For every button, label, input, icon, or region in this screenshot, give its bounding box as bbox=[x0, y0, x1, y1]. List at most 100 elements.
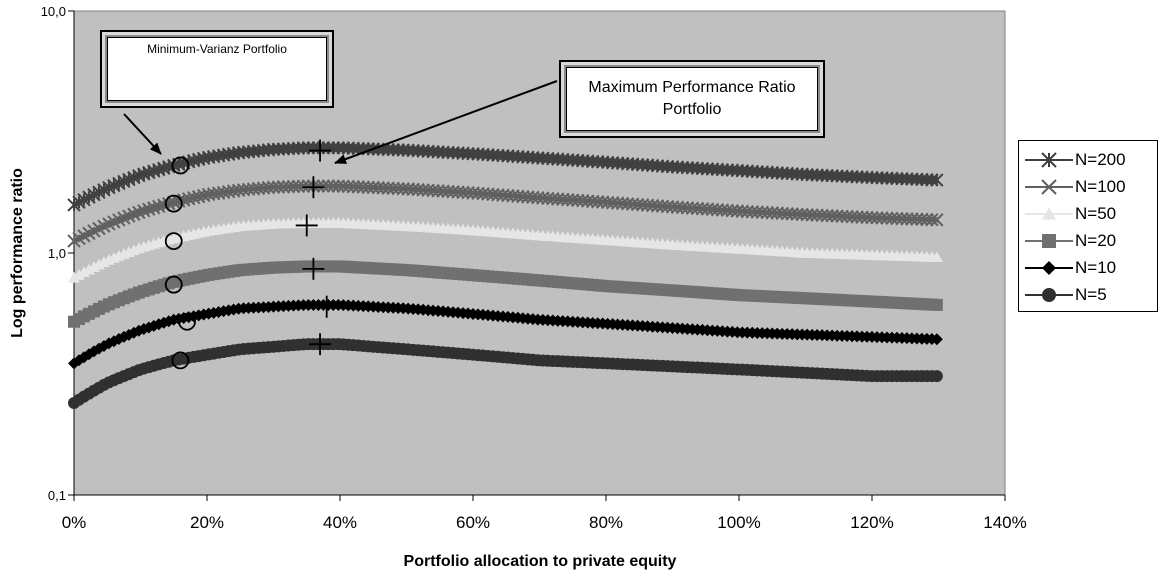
x-tick-label: 20% bbox=[190, 513, 224, 532]
legend-label: N=5 bbox=[1075, 285, 1107, 304]
legend-swatch bbox=[1025, 179, 1073, 195]
data-point bbox=[266, 180, 281, 194]
max-performance-marker bbox=[309, 139, 332, 162]
data-point bbox=[830, 209, 844, 223]
data-point bbox=[930, 298, 943, 311]
data-point bbox=[162, 196, 176, 211]
legend-swatch bbox=[1025, 207, 1073, 220]
max-performance-marker bbox=[309, 333, 332, 356]
data-point bbox=[760, 205, 774, 220]
data-point bbox=[177, 193, 191, 207]
max-performance-marker bbox=[302, 176, 325, 199]
data-point bbox=[386, 181, 400, 196]
data-point bbox=[137, 204, 151, 218]
data-point bbox=[371, 181, 385, 195]
data-point bbox=[286, 179, 301, 194]
data-point bbox=[780, 206, 794, 221]
y-tick-label: 0,1 bbox=[48, 488, 66, 503]
legend-item-N=50: N=50 bbox=[1019, 201, 1157, 227]
data-point bbox=[356, 180, 370, 194]
x-tick-label: 0% bbox=[62, 513, 87, 532]
data-point bbox=[376, 181, 390, 195]
min-variance-marker bbox=[171, 351, 190, 370]
data-point bbox=[835, 209, 849, 224]
data-point bbox=[815, 208, 829, 223]
data-point bbox=[321, 179, 336, 193]
data-point bbox=[910, 212, 924, 226]
annotation-arrows bbox=[123, 80, 558, 164]
annotation-max-performance: Maximum Performance Ratio Portfolio bbox=[559, 60, 825, 138]
max-performance-marker bbox=[302, 257, 325, 280]
data-point bbox=[925, 212, 939, 227]
data-point bbox=[391, 181, 405, 196]
data-point bbox=[341, 179, 356, 194]
data-point bbox=[152, 199, 166, 214]
data-point bbox=[905, 212, 919, 226]
series-N=200 bbox=[67, 141, 944, 212]
data-point bbox=[396, 182, 410, 196]
data-point bbox=[730, 204, 745, 218]
data-point bbox=[172, 194, 186, 208]
legend-swatch bbox=[1025, 152, 1073, 168]
data-point bbox=[336, 179, 351, 193]
legend-swatch bbox=[1025, 234, 1073, 248]
data-point bbox=[167, 195, 181, 210]
special-markers bbox=[164, 139, 338, 370]
x-tick-label: 140% bbox=[983, 513, 1026, 532]
data-point bbox=[346, 179, 361, 194]
data-point bbox=[930, 251, 943, 263]
data-point bbox=[750, 205, 764, 219]
data-point bbox=[890, 211, 904, 226]
data-point bbox=[930, 213, 944, 227]
legend-label: N=100 bbox=[1075, 177, 1126, 196]
legend-label: N=10 bbox=[1075, 258, 1117, 277]
y-tick-label: 10,0 bbox=[41, 4, 66, 19]
min-variance-marker bbox=[178, 312, 196, 331]
legend-label: N=20 bbox=[1075, 231, 1117, 250]
data-point bbox=[855, 210, 869, 224]
series-N=5 bbox=[68, 338, 943, 409]
series-N=10 bbox=[68, 298, 943, 370]
legend-swatch bbox=[1025, 261, 1073, 275]
legend-marker bbox=[1042, 288, 1056, 302]
data-point bbox=[930, 333, 943, 346]
data-point bbox=[795, 207, 809, 222]
data-point bbox=[740, 204, 755, 219]
x-tick-label: 100% bbox=[717, 513, 760, 532]
series-N=100 bbox=[67, 179, 944, 248]
data-point bbox=[326, 179, 341, 193]
annotation-min-variance-text: Minimum-Varianz Portfolio bbox=[147, 42, 287, 56]
x-tick-label: 80% bbox=[589, 513, 623, 532]
data-point bbox=[870, 211, 884, 225]
x-tick-label: 40% bbox=[323, 513, 357, 532]
data-point bbox=[276, 180, 291, 194]
max-performance-arrow bbox=[334, 80, 558, 164]
data-point bbox=[785, 207, 799, 221]
legend-marker bbox=[1042, 234, 1056, 248]
data-point bbox=[291, 179, 306, 194]
min-variance-marker bbox=[171, 156, 190, 175]
data-point bbox=[920, 212, 934, 227]
x-tick-label: 60% bbox=[456, 513, 490, 532]
min-variance-arrow bbox=[123, 113, 162, 155]
data-point bbox=[850, 210, 864, 224]
legend: N=200 N=100 N=50 N=20 N=10 N=5 bbox=[1018, 140, 1158, 312]
data-point bbox=[132, 205, 146, 220]
series-N=20 bbox=[68, 260, 943, 328]
data-point bbox=[271, 180, 286, 194]
data-point bbox=[381, 181, 395, 195]
data-point bbox=[182, 192, 196, 206]
data-point bbox=[745, 205, 760, 219]
data-point bbox=[191, 189, 206, 204]
legend-label: N=50 bbox=[1075, 204, 1117, 223]
data-point bbox=[770, 206, 784, 220]
axes: 0% 20% 40% 60% 80% 100% 120% 140% 0,1 1,0 10,0 bbox=[41, 4, 1027, 532]
series-N=50 bbox=[68, 217, 943, 283]
y-axis-title: Log performance ratio bbox=[9, 168, 26, 338]
x-axis-title: Portfolio allocation to private equity bbox=[404, 553, 677, 570]
legend-marker bbox=[1042, 207, 1056, 220]
data-point bbox=[895, 211, 909, 226]
legend-item-N=200: N=200 bbox=[1019, 147, 1157, 173]
data-point bbox=[735, 204, 750, 218]
